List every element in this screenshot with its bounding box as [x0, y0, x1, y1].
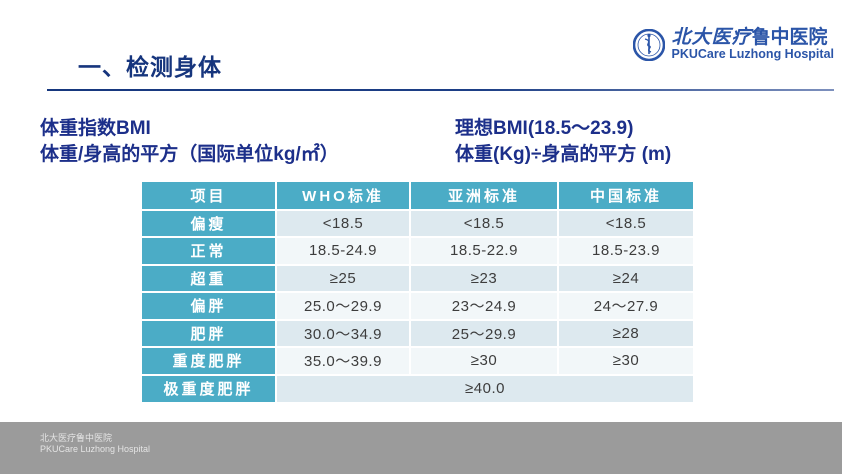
cell-value: ≥25 — [276, 264, 411, 293]
cell-value: ≥24 — [558, 264, 693, 293]
row-label: 偏胖 — [142, 292, 277, 321]
row-label: 正常 — [142, 237, 277, 266]
cell-value: ≥28 — [558, 319, 693, 348]
row-label: 重度肥胖 — [142, 347, 277, 376]
cell-value: <18.5 — [410, 209, 559, 238]
hospital-logo-text: 北大医疗鲁中医院 PKUCare Luzhong Hospital — [671, 28, 834, 61]
table-row: 超重 ≥25 ≥23 ≥24 — [142, 264, 693, 293]
cell-value: 18.5-24.9 — [276, 237, 411, 266]
bmi-definition-line1: 体重指数BMI — [40, 118, 151, 139]
footer-hospital-en: PKUCare Luzhong Hospital — [40, 444, 151, 454]
row-label: 超重 — [142, 264, 277, 293]
cell-value: <18.5 — [276, 209, 411, 238]
row-label: 肥胖 — [142, 319, 277, 348]
bmi-ideal: 理想BMI(18.5～23.9) 体重(Kg)÷身高的平方 (m) — [455, 116, 671, 168]
cell-value: 18.5-22.9 — [410, 237, 559, 266]
page-title: 一、检测身体 — [78, 54, 222, 80]
cell-value: ≥30 — [410, 347, 559, 376]
table-row: 偏瘦 <18.5 <18.5 <18.5 — [142, 209, 693, 238]
footer-hospital-cn: 北大医疗鲁中医院 — [40, 433, 113, 443]
hospital-logo: 北大医疗鲁中医院 PKUCare Luzhong Hospital — [633, 28, 834, 61]
caduceus-seal-icon — [633, 28, 666, 61]
footer-text: 北大医疗鲁中医院 PKUCare Luzhong Hospital — [40, 433, 150, 455]
bmi-definition: 体重指数BMI 体重/身高的平方（国际单位kg/㎡） — [40, 116, 339, 168]
row-label: 极重度肥胖 — [142, 374, 277, 402]
title-divider — [47, 89, 834, 91]
table-row: 偏胖 25.0～29.9 23～24.9 24～27.9 — [142, 292, 693, 321]
hospital-branch-cn: 鲁中医院 — [751, 27, 828, 48]
table-row: 重度肥胖 35.0～39.9 ≥30 ≥30 — [142, 347, 693, 376]
bmi-ideal-line1: 理想BMI(18.5～23.9) — [455, 118, 634, 139]
hospital-name-cn: 北大医疗鲁中医院 — [671, 28, 834, 48]
column-header-item: 项目 — [142, 182, 277, 211]
table-row: 极重度肥胖 ≥40.0 — [142, 374, 693, 402]
hospital-name-en: PKUCare Luzhong Hospital — [671, 46, 834, 61]
footer-bar: 北大医疗鲁中医院 PKUCare Luzhong Hospital — [0, 422, 842, 474]
cell-value-merged: ≥40.0 — [276, 374, 693, 402]
cell-value: 30.0～34.9 — [276, 319, 411, 348]
cell-value: 25.0～29.9 — [276, 292, 411, 321]
cell-value: 35.0～39.9 — [276, 347, 411, 376]
cell-value: ≥30 — [558, 347, 693, 376]
column-header-who: WHO标准 — [276, 182, 411, 211]
table-header-row: 项目 WHO标准 亚洲标准 中国标准 — [142, 182, 693, 211]
table-row: 肥胖 30.0～34.9 25～29.9 ≥28 — [142, 319, 693, 348]
cell-value: ≥23 — [410, 264, 559, 293]
cell-value: 24～27.9 — [558, 292, 693, 321]
table-row: 正常 18.5-24.9 18.5-22.9 18.5-23.9 — [142, 237, 693, 266]
hospital-brand-cn: 北大医疗 — [671, 27, 752, 48]
cell-value: 18.5-23.9 — [558, 237, 693, 266]
cell-value: <18.5 — [558, 209, 693, 238]
cell-value: 23～24.9 — [410, 292, 559, 321]
cell-value: 25～29.9 — [410, 319, 559, 348]
column-header-china: 中国标准 — [558, 182, 693, 211]
bmi-definition-line2: 体重/身高的平方（国际单位kg/㎡） — [40, 144, 339, 165]
bmi-table: 项目 WHO标准 亚洲标准 中国标准 偏瘦 <18.5 <18.5 <18.5 … — [142, 182, 693, 402]
bmi-ideal-line2: 体重(Kg)÷身高的平方 (m) — [455, 144, 672, 165]
row-label: 偏瘦 — [142, 209, 277, 238]
column-header-asia: 亚洲标准 — [410, 182, 559, 211]
